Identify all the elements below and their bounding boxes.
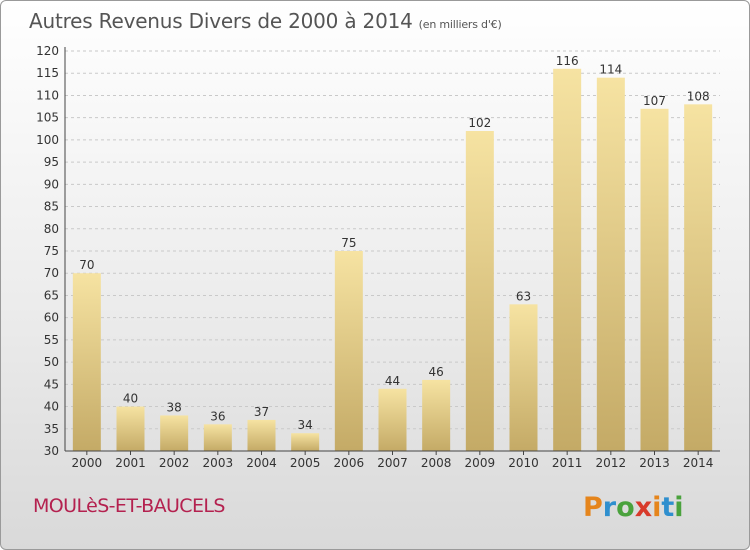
y-tick-label: 85 <box>44 200 59 214</box>
x-tick-label: 2004 <box>246 456 277 470</box>
y-tick-label: 40 <box>44 400 59 414</box>
x-tick-label: 2013 <box>639 456 670 470</box>
bar <box>553 68 582 452</box>
bar <box>640 108 669 452</box>
data-label: 46 <box>429 365 444 379</box>
data-label: 116 <box>556 54 579 68</box>
axes: 30 35 40 45 50 55 60 65 70 75 80 85 90 95 100 105 110 115… <box>36 44 720 470</box>
bar <box>596 77 625 452</box>
x-tick-label: 2006 <box>334 456 365 470</box>
bar <box>378 388 407 451</box>
bar <box>72 273 101 451</box>
data-label: 114 <box>599 63 622 77</box>
y-tick-label: 50 <box>44 355 59 369</box>
commune-name: MOULèS-ET-BAUCELS <box>33 495 225 517</box>
bar <box>203 424 232 451</box>
proxiti-logo: Proxiti <box>583 492 684 523</box>
chart-title-unit: (en milliers d'€) <box>418 18 502 31</box>
bar <box>334 251 363 451</box>
bars: 70 40 38 36 37 34 75 44 46 102 63 116 114 107 108 <box>72 54 713 452</box>
x-tick-label: 2007 <box>377 456 408 470</box>
data-label: 102 <box>468 116 491 130</box>
x-tick-label: 2008 <box>421 456 452 470</box>
svg-text:Proxiti: Proxiti <box>583 492 684 523</box>
bar <box>160 415 189 451</box>
y-tick-label: 95 <box>44 155 59 169</box>
y-tick-label: 105 <box>36 111 59 125</box>
x-tick-label: 2009 <box>465 456 496 470</box>
x-tick-label: 2005 <box>290 456 321 470</box>
y-tick-label: 30 <box>44 444 59 458</box>
data-label: 38 <box>167 400 182 414</box>
data-label: 44 <box>385 374 400 388</box>
bar <box>116 406 145 451</box>
data-label: 34 <box>298 418 313 432</box>
data-label: 108 <box>687 89 710 103</box>
x-tick-label: 2002 <box>159 456 190 470</box>
data-label: 37 <box>254 405 269 419</box>
bar <box>422 379 451 451</box>
bar <box>684 104 713 451</box>
data-label: 63 <box>516 289 531 303</box>
bar <box>509 304 538 451</box>
chart-title-main: Autres Revenus Divers de 2000 à 2014 <box>29 9 413 33</box>
chart-title: Autres Revenus Divers de 2000 à 2014 (en … <box>29 9 502 33</box>
y-tick-label: 60 <box>44 311 59 325</box>
bar <box>247 419 276 451</box>
y-tick-label: 120 <box>36 44 59 58</box>
bar <box>465 131 494 451</box>
y-tick-label: 115 <box>36 66 59 80</box>
x-tick-label: 2014 <box>683 456 714 470</box>
x-tick-label: 2000 <box>72 456 103 470</box>
data-label: 40 <box>123 392 138 406</box>
y-tick-label: 65 <box>44 288 59 302</box>
y-tick-label: 90 <box>44 177 59 191</box>
data-label: 70 <box>79 258 94 272</box>
x-tick-label: 2010 <box>508 456 539 470</box>
y-tick-label: 110 <box>36 88 59 102</box>
bar <box>291 433 320 451</box>
y-tick-label: 80 <box>44 222 59 236</box>
y-tick-label: 45 <box>44 377 59 391</box>
y-tick-label: 35 <box>44 422 59 436</box>
y-tick-label: 75 <box>44 244 59 258</box>
x-tick-label: 2003 <box>203 456 234 470</box>
x-tick-label: 2011 <box>552 456 583 470</box>
x-tick-label: 2001 <box>115 456 146 470</box>
y-tick-label: 55 <box>44 333 59 347</box>
x-tick-label: 2012 <box>596 456 627 470</box>
data-label: 36 <box>210 409 225 423</box>
data-label: 75 <box>341 236 356 250</box>
y-tick-label: 70 <box>44 266 59 280</box>
data-label: 107 <box>643 94 666 108</box>
y-tick-label: 100 <box>36 133 59 147</box>
